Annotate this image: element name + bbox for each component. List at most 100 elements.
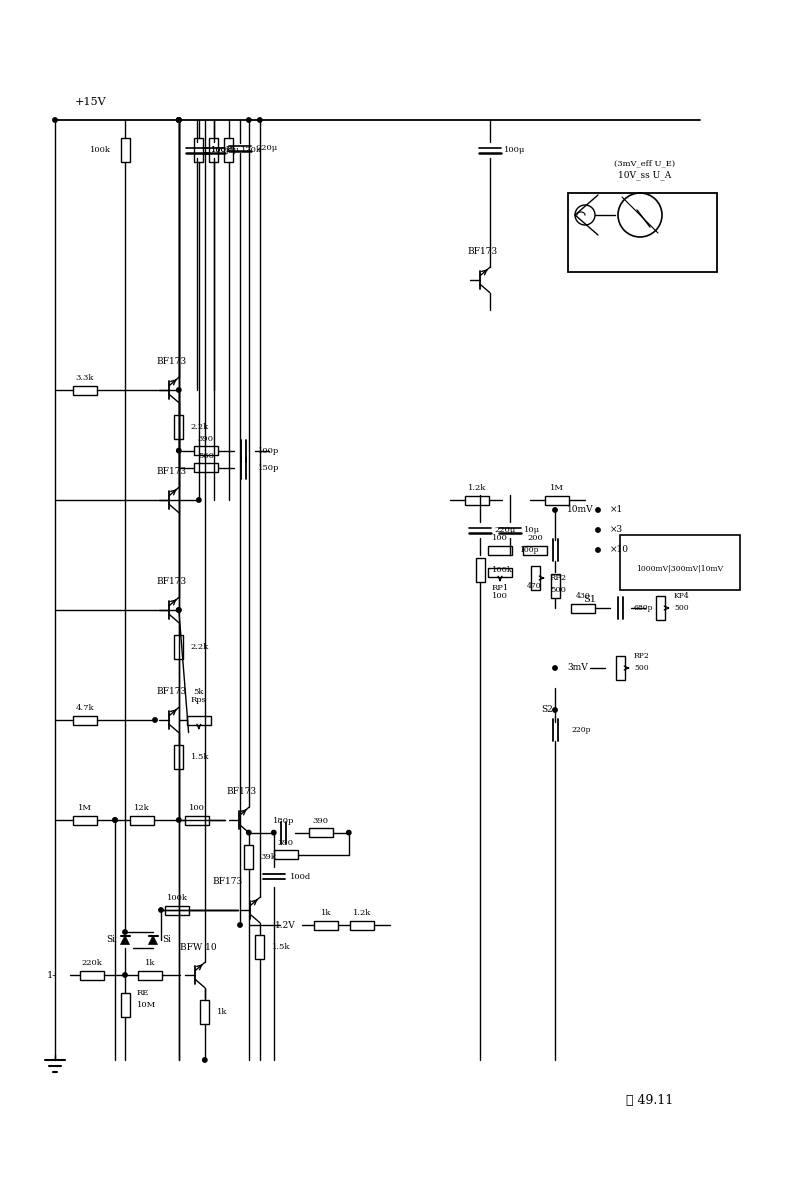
Text: 1M: 1M [550, 484, 564, 492]
Text: 220μ: 220μ [494, 526, 515, 534]
Circle shape [197, 498, 201, 502]
Text: 12k: 12k [134, 804, 150, 813]
Text: RP1: RP1 [491, 583, 509, 592]
Text: 5k: 5k [194, 689, 204, 696]
Bar [73, 385, 97, 394]
Circle shape [258, 118, 262, 122]
Text: 220μ: 220μ [256, 144, 278, 152]
Text: KP4: KP4 [674, 592, 690, 600]
Text: BF173: BF173 [157, 687, 187, 697]
Text: 1k: 1k [321, 909, 331, 916]
Bar [73, 816, 97, 824]
Bar [210, 138, 218, 162]
Text: 1k: 1k [217, 1007, 227, 1016]
Text: 10V_ss U_A: 10V_ss U_A [618, 170, 672, 180]
Circle shape [153, 718, 157, 723]
Text: 500: 500 [674, 603, 689, 612]
Bar [615, 655, 625, 680]
Bar [174, 415, 183, 438]
Text: 100p: 100p [519, 546, 539, 554]
Bar [194, 463, 218, 472]
Circle shape [177, 449, 181, 452]
Bar [314, 920, 338, 929]
Circle shape [113, 817, 118, 822]
Circle shape [596, 548, 600, 553]
Text: 200: 200 [527, 534, 543, 542]
Circle shape [177, 817, 181, 822]
Bar [530, 566, 539, 590]
Text: 390: 390 [313, 816, 329, 824]
Text: 5μ: 5μ [228, 146, 238, 154]
Text: RP2: RP2 [550, 574, 567, 582]
Text: 100d: 100d [290, 873, 311, 881]
Text: 100k: 100k [166, 894, 187, 902]
Bar [165, 906, 189, 914]
Circle shape [177, 118, 181, 122]
Bar [571, 603, 595, 613]
Circle shape [238, 922, 242, 927]
Text: S2: S2 [541, 705, 553, 715]
Text: 120k: 120k [241, 146, 262, 154]
Text: 3.3k: 3.3k [76, 374, 94, 381]
Bar [255, 934, 264, 959]
Text: Si: Si [162, 935, 171, 945]
Text: 4.7k: 4.7k [76, 704, 94, 712]
Text: 10mV: 10mV [567, 505, 594, 515]
Text: 680p: 680p [634, 603, 654, 612]
Text: BF173: BF173 [227, 788, 257, 796]
Text: 图 49.11: 图 49.11 [626, 1094, 674, 1107]
Bar [274, 850, 298, 859]
Circle shape [113, 817, 118, 822]
Bar [655, 596, 665, 620]
Text: 1.2V: 1.2V [274, 920, 295, 929]
Circle shape [596, 528, 600, 533]
Text: BFW 10: BFW 10 [180, 942, 216, 952]
Text: 1.2k: 1.2k [353, 909, 371, 916]
Bar [224, 138, 234, 162]
Text: 3mV: 3mV [567, 664, 588, 672]
Text: RE: RE [137, 988, 150, 997]
Circle shape [246, 830, 251, 835]
Text: 1.5k: 1.5k [191, 752, 210, 761]
Text: Rps: Rps [191, 696, 206, 704]
Bar [174, 634, 183, 659]
Text: 100p: 100p [258, 446, 279, 455]
Text: 100: 100 [492, 592, 508, 600]
Text: 39k: 39k [261, 853, 277, 861]
Text: 10μ: 10μ [524, 526, 540, 534]
Text: ×3: ×3 [610, 526, 623, 535]
Circle shape [246, 118, 251, 122]
Bar [138, 971, 162, 979]
Text: 500: 500 [550, 586, 566, 594]
Text: BF173: BF173 [213, 877, 243, 887]
Text: BF173: BF173 [157, 468, 187, 476]
Text: 1k: 1k [226, 146, 236, 154]
Circle shape [177, 118, 181, 122]
Text: 500: 500 [634, 664, 649, 672]
Circle shape [177, 608, 181, 612]
Text: BF173: BF173 [468, 248, 498, 256]
Text: BF173: BF173 [157, 358, 187, 366]
Circle shape [596, 508, 600, 513]
Text: +15V: +15V [75, 97, 106, 107]
Bar [194, 138, 203, 162]
Text: 2.2k: 2.2k [191, 423, 209, 431]
Bar [244, 844, 254, 868]
Bar [80, 971, 104, 979]
Text: 100: 100 [492, 534, 508, 542]
Circle shape [177, 608, 181, 612]
Text: 1M: 1M [78, 804, 92, 813]
Bar [194, 446, 218, 455]
Text: 470: 470 [526, 582, 541, 590]
Text: 180p: 180p [273, 816, 294, 824]
Bar [550, 574, 559, 598]
Text: 150p: 150p [258, 464, 279, 471]
Circle shape [272, 830, 276, 835]
Circle shape [123, 929, 127, 934]
Text: 100k: 100k [492, 566, 513, 574]
Bar [187, 716, 211, 724]
Circle shape [346, 830, 351, 835]
Text: S1: S1 [583, 595, 597, 605]
Circle shape [553, 508, 558, 513]
Circle shape [177, 118, 181, 122]
